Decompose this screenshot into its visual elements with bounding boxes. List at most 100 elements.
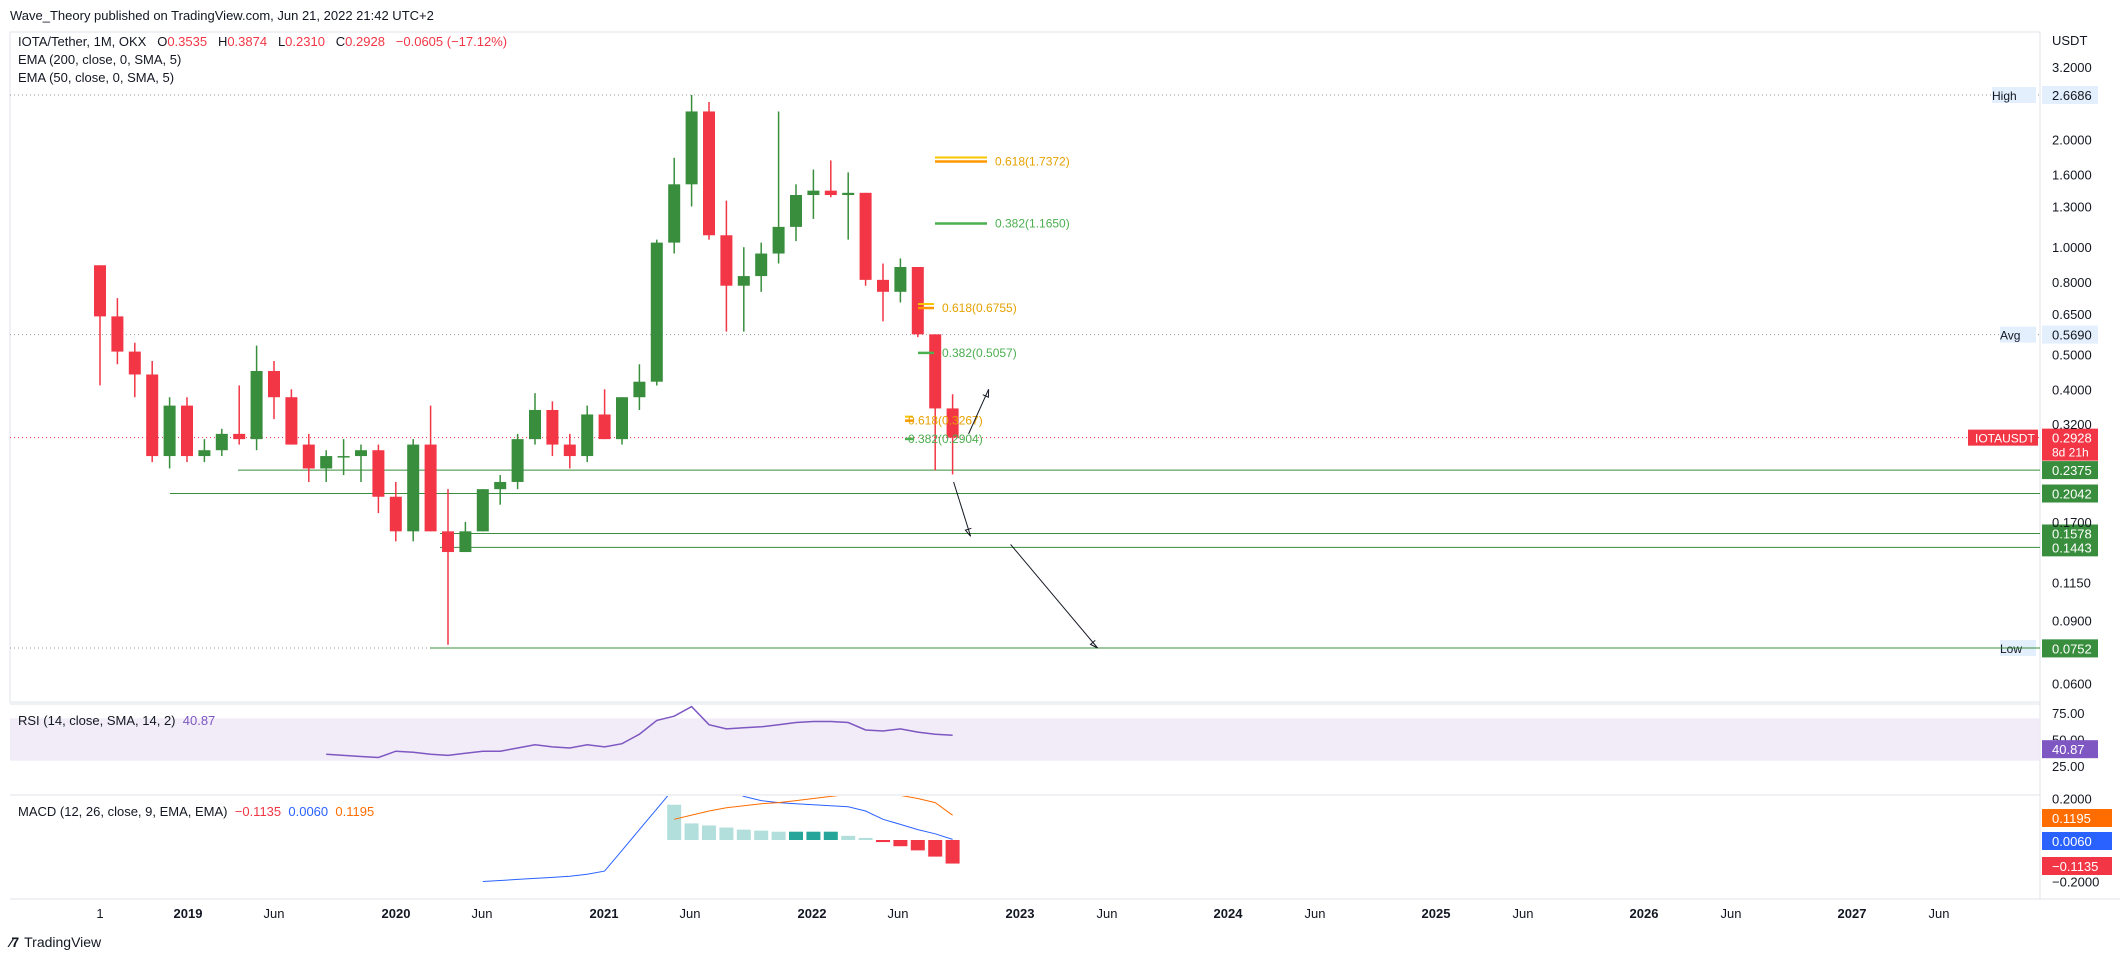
macd-histogram-bar [736,829,751,840]
rsi-value-badge-text: 40.87 [2052,742,2085,757]
time-tick-label: 2020 [382,906,411,921]
countdown-value: 8d 21h [2052,446,2089,460]
support-badge [2042,639,2098,658]
macd-signal-value: 0.1195 [335,804,375,819]
open-value: 0.3535 [167,34,208,49]
candle-body [250,371,263,440]
time-tick-label: 2019 [174,906,203,921]
candle-body [877,279,889,292]
candle-body [842,192,855,196]
close-value: 0.2928 [345,34,385,49]
price-line-label: Avg [2000,329,2020,343]
time-tick-label: 2021 [590,906,619,921]
candle-body [407,444,420,532]
macd-histogram-bar [789,831,803,840]
candle-body [929,334,942,409]
time-tick-label: Jun [1929,906,1950,921]
support-value: 0.2375 [2052,463,2092,478]
arrow-head-icon [982,389,990,399]
candle-body [529,409,541,440]
candle-body [946,408,959,438]
fib-label: 0.618(0.6755) [942,301,1017,315]
fib-label: 0.382(0.2904) [908,432,983,446]
macd-line [482,796,953,882]
time-tick-label: Jun [1305,906,1326,921]
ema200-legend[interactable]: EMA (200, close, 0, SMA, 5) [18,52,182,67]
ema50-legend[interactable]: EMA (50, close, 0, SMA, 5) [18,70,175,85]
macd-histogram-bar [684,823,699,840]
fib-label: 0.382(1.1650) [995,217,1070,231]
support-value: 0.1443 [2052,540,2092,555]
support-badge [2042,538,2098,557]
price-tick-label: 1.0000 [2052,240,2092,255]
price-tick-label: 2.0000 [2052,133,2092,148]
rsi-legend[interactable]: RSI (14, close, SMA, 14, 2) 40.87 [18,713,215,728]
candle-body [685,111,698,185]
price-tick-label: 0.0900 [2052,614,2092,629]
time-tick-label: Jun [1721,906,1742,921]
rsi-level-label: 75.00 [2052,706,2085,721]
close-label: C [335,34,346,49]
rsi-label: RSI (14, close, SMA, 14, 2) [18,713,176,728]
candle-body [215,433,228,451]
candle-body [163,405,176,457]
macd-pane: 0.2000 −0.2000 0.1195 0.0060 −0.1135 [482,792,2112,890]
price-lines: High2.6686Avg0.5690Low0.0754IOTAUSDT0.29… [10,86,2098,657]
time-tick-label: Jun [1097,906,1118,921]
candle-body [511,439,524,482]
candle-body [911,267,924,335]
arrow-line [953,481,972,537]
axis-unit-label: USDT [2052,33,2087,48]
arrow-line [1010,544,1098,649]
time-tick-label: Jun [680,906,701,921]
candle-body [372,450,385,497]
low-label: L [277,34,286,49]
arrow-annotations [953,389,1098,649]
macd-histogram-bar [667,804,682,840]
macd-value-badge-text: 0.1195 [2052,811,2091,826]
rsi-band-fill [10,718,2040,761]
price-tick-label: 3.2000 [2052,60,2092,75]
price-axis[interactable]: USDT 3.2000 2.0000 1.6000 1.3000 1.0000 0.8000… [2052,33,2092,691]
macd-legend[interactable]: MACD (12, 26, close, 9, EMA, EMA) −0.113… [18,804,374,819]
macd-histogram-bar [823,831,838,840]
candle-body [546,409,559,445]
macd-histogram-bar [910,840,925,851]
macd-value-badge [2042,832,2112,850]
candle-body [389,496,402,532]
candle-body [772,226,785,254]
rsi-line [326,705,953,759]
symbol-tag: IOTAUSDT [1975,432,2035,446]
candle-body [720,235,733,286]
current-price-badge [2042,428,2098,461]
price-tick-label: 0.5000 [2052,348,2092,363]
macd-histogram-bar [945,840,960,864]
candle-body [181,405,193,457]
candle-body [859,192,872,280]
support-value: 0.1578 [2052,526,2092,541]
macd-histogram-bar [754,830,769,840]
footer-brand[interactable]: ⁄7 TradingView [10,934,101,950]
support-value: 0.2042 [2052,487,2092,502]
price-line-badge [2042,86,2098,104]
candle-body [285,397,298,445]
time-tick-label: Jun [888,906,909,921]
macd-line-value: 0.0060 [288,804,329,819]
price-line-badge [2042,325,2098,344]
open-label: O [157,34,168,49]
candle-body [581,414,594,457]
candle-body [459,531,472,553]
publisher-line: Wave_Theory published on TradingView.com… [10,8,434,23]
price-tick-label: 0.0600 [2052,676,2092,691]
time-tick-label: 2025 [1422,906,1451,921]
candle-body [94,265,106,317]
time-axis[interactable]: 1 2019 Jun 2020 Jun 2021 Jun 2022 Jun 2023 Jun 2024… [96,906,1949,921]
candle-body [355,450,367,457]
fib-levels: 0.618(1.7372) 0.382(1.1650) 0.618(0.6755) 0… [905,155,1070,446]
arrow-head-icon [1089,639,1098,649]
symbol-legend[interactable]: IOTA/Tether, 1M, OKX O0.3535 H0.3874 L0.… [18,34,507,49]
support-badge [2042,461,2098,480]
candle-body [633,381,646,398]
macd-histogram-bar [719,827,734,840]
